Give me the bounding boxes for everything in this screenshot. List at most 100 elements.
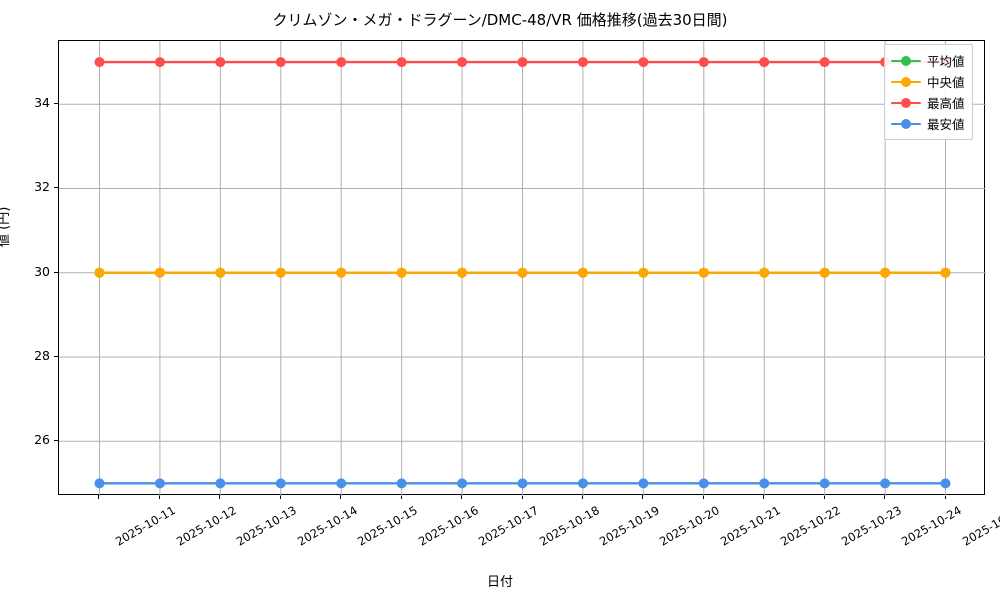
x-tick-label: 2025-10-17 — [476, 503, 541, 549]
chart-legend[interactable]: 平均値中央値最高値最安値 — [884, 44, 973, 140]
data-point-marker — [457, 57, 468, 68]
plot-area — [58, 40, 986, 496]
x-tick-mark — [400, 495, 402, 499]
legend-label: 中央値 — [927, 75, 965, 90]
data-point-marker — [517, 57, 528, 68]
x-tick-mark — [219, 495, 221, 499]
x-tick-label: 2025-10-11 — [113, 503, 179, 549]
x-tick-label: 2025-10-18 — [536, 503, 602, 549]
data-point-marker — [396, 478, 407, 489]
x-tick-mark — [702, 495, 704, 499]
y-tick-mark — [54, 271, 58, 273]
x-axis-label: 日付 — [486, 575, 513, 590]
data-point-marker — [880, 478, 891, 489]
data-point-marker — [457, 478, 468, 489]
x-tick-mark — [98, 495, 100, 499]
data-point-marker — [759, 57, 770, 68]
data-point-marker — [698, 478, 709, 489]
x-tick-label: 2025-10-14 — [294, 503, 360, 549]
x-tick-mark — [944, 495, 946, 499]
data-point-marker — [94, 57, 105, 68]
x-tick-mark — [279, 495, 281, 499]
y-tick-mark — [54, 187, 58, 189]
data-point-marker — [396, 267, 407, 278]
data-point-marker — [880, 267, 891, 278]
series-中央値 — [94, 267, 951, 278]
legend-label: 平均値 — [927, 54, 965, 69]
data-point-marker — [154, 478, 165, 489]
data-point-marker — [517, 267, 528, 278]
data-point-marker — [154, 267, 165, 278]
data-point-marker — [759, 478, 770, 489]
data-point-marker — [215, 478, 226, 489]
legend-swatch-icon — [891, 75, 921, 89]
x-tick-mark — [884, 495, 886, 499]
data-point-marker — [215, 57, 226, 68]
data-point-marker — [215, 267, 226, 278]
series-layer — [94, 57, 951, 489]
x-tick-label: 2025-10-25 — [959, 503, 1000, 549]
data-point-marker — [517, 478, 528, 489]
data-point-marker — [396, 57, 407, 68]
y-tick-mark — [54, 355, 58, 357]
chart-title: クリムゾン・メガ・ドラグーン/DMC-48/VR 価格推移(過去30日間) — [272, 11, 728, 29]
data-point-marker — [759, 267, 770, 278]
data-point-marker — [154, 57, 165, 68]
x-tick-label: 2025-10-21 — [717, 503, 783, 549]
data-point-marker — [638, 57, 649, 68]
data-point-marker — [577, 478, 588, 489]
legend-item-最高値[interactable]: 最高値 — [891, 92, 965, 113]
data-point-marker — [336, 57, 347, 68]
legend-label: 最高値 — [927, 96, 965, 111]
data-point-marker — [819, 478, 830, 489]
data-point-marker — [698, 267, 709, 278]
series-最安値 — [94, 478, 951, 489]
legend-label: 最安値 — [927, 117, 965, 132]
data-point-marker — [698, 57, 709, 68]
y-tick-label: 28 — [34, 347, 50, 363]
y-tick-label: 34 — [34, 95, 50, 111]
legend-item-平均値[interactable]: 平均値 — [891, 50, 965, 71]
x-tick-mark — [763, 495, 765, 499]
data-point-marker — [940, 267, 951, 278]
data-point-marker — [577, 267, 588, 278]
x-tick-mark — [581, 495, 583, 499]
data-point-marker — [336, 478, 347, 489]
y-tick-label: 26 — [34, 432, 50, 448]
x-tick-mark — [340, 495, 342, 499]
data-point-marker — [275, 267, 286, 278]
data-point-marker — [94, 478, 105, 489]
x-tick-mark — [521, 495, 523, 499]
data-point-marker — [638, 478, 649, 489]
data-point-marker — [94, 267, 105, 278]
legend-swatch-icon — [891, 117, 921, 131]
x-tick-label: 2025-10-16 — [415, 503, 481, 549]
legend-item-最安値[interactable]: 最安値 — [891, 113, 965, 134]
x-tick-mark — [823, 495, 825, 499]
x-tick-label: 2025-10-15 — [355, 503, 421, 549]
y-tick-label: 30 — [34, 263, 50, 279]
data-point-marker — [457, 267, 468, 278]
x-tick-mark — [158, 495, 160, 499]
legend-swatch-icon — [891, 54, 921, 68]
data-point-marker — [940, 478, 951, 489]
data-point-marker — [577, 57, 588, 68]
x-tick-mark — [642, 495, 644, 499]
x-tick-label: 2025-10-23 — [838, 503, 904, 549]
x-tick-mark — [461, 495, 463, 499]
data-point-marker — [819, 57, 830, 68]
x-tick-label: 2025-10-19 — [596, 503, 662, 549]
x-tick-label: 2025-10-24 — [899, 503, 964, 549]
y-tick-mark — [54, 103, 58, 105]
series-最高値 — [94, 57, 951, 68]
y-tick-label: 32 — [34, 179, 50, 195]
legend-swatch-icon — [891, 96, 921, 110]
legend-item-中央値[interactable]: 中央値 — [891, 71, 965, 92]
data-point-marker — [819, 267, 830, 278]
x-tick-label: 2025-10-12 — [173, 503, 239, 549]
x-tick-label: 2025-10-22 — [778, 503, 844, 549]
data-point-marker — [275, 478, 286, 489]
data-point-marker — [275, 57, 286, 68]
data-point-marker — [638, 267, 649, 278]
